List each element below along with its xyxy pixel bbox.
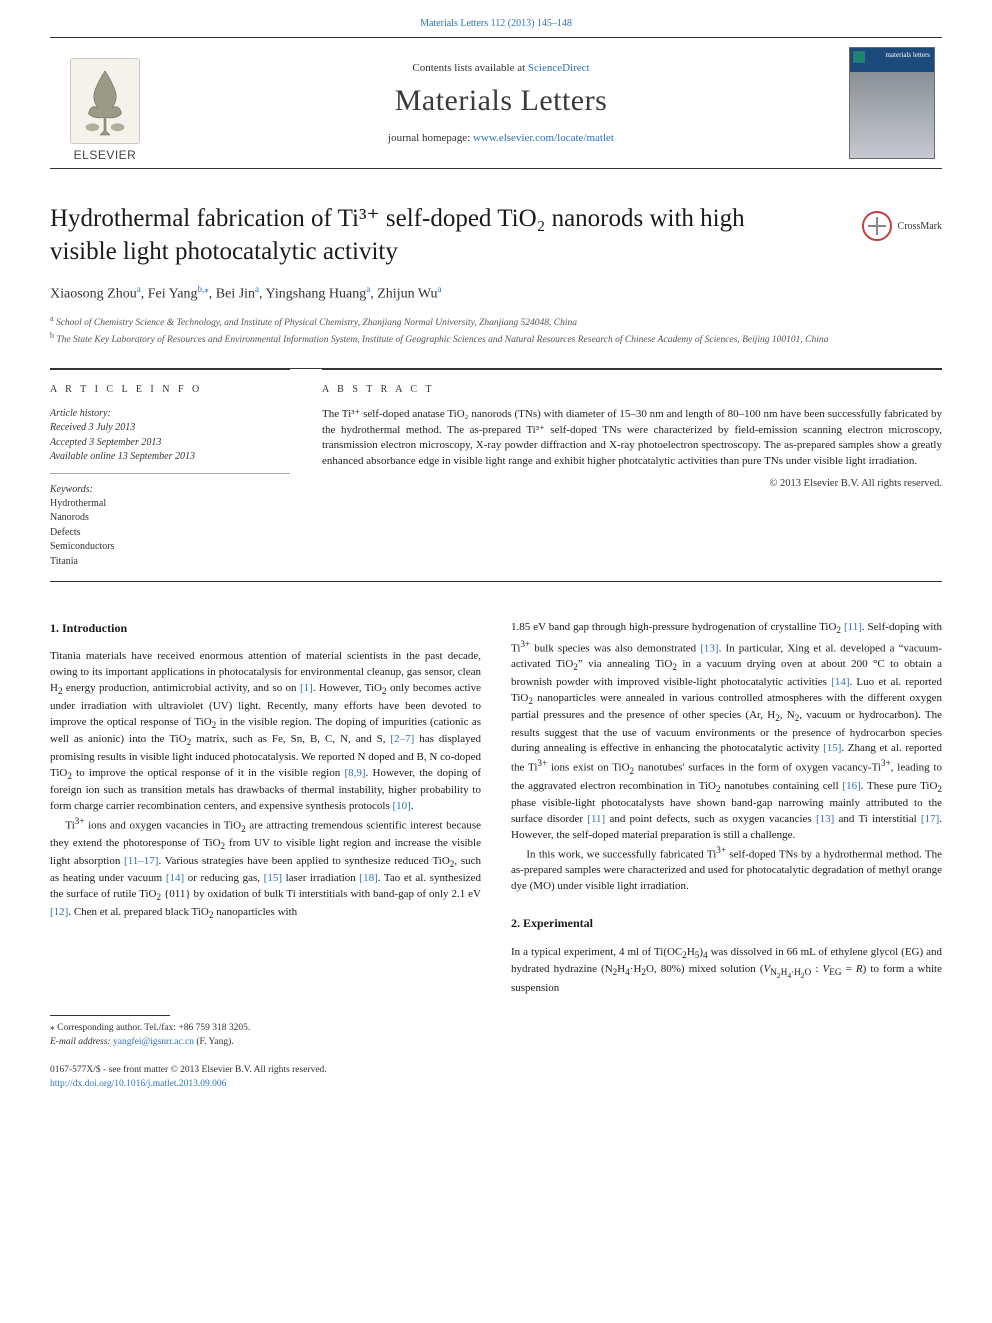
doi-link[interactable]: http://dx.doi.org/10.1016/j.matlet.2013.… [50,1078,942,1092]
author-3: Bei Jin [216,287,255,302]
contents-prefix: Contents lists available at [412,62,527,74]
title-area: CrossMark Hydrothermal fabrication of Ti… [50,203,942,268]
ref-link[interactable]: [11] [587,813,605,825]
ref-link[interactable]: [17] [921,813,939,825]
author-4: Yingshang Huang [266,287,367,302]
history-accepted: Accepted 3 September 2013 [50,436,290,451]
author-4-aff: a [366,284,370,294]
body-columns: 1. Introduction Titania materials have r… [50,620,942,997]
ref-link[interactable]: [8,9] [344,767,365,779]
ref-link[interactable]: [12] [50,906,68,918]
experimental-heading: 2. Experimental [511,915,942,932]
history-received: Received 3 July 2013 [50,421,290,436]
keyword-4: Semiconductors [50,540,290,555]
intro-para-3: 1.85 eV band gap through high-pressure h… [511,620,942,844]
publisher-logo-block: ELSEVIER [50,38,160,168]
article-title: Hydrothermal fabrication of Ti³⁺ self-do… [50,203,942,268]
journal-header-banner: ELSEVIER Contents lists available at Sci… [50,37,942,169]
author-1-aff: a [137,284,141,294]
authors-line: Xiaosong Zhoua, Fei Yangb,⁎, Bei Jina, Y… [50,284,942,303]
affiliation-b: b The State Key Laboratory of Resources … [50,330,942,347]
ref-link[interactable]: [14] [166,872,184,884]
author-5: Zhijun Wu [377,287,437,302]
history-heading: Article history: [50,407,290,422]
corresponding-star-icon: ,⁎ [202,284,209,294]
ref-link[interactable]: [15] [823,742,841,754]
author-5-aff: a [437,284,441,294]
email-paren: (F. Yang). [194,1037,234,1047]
cover-image: materials letters [849,47,935,159]
info-abstract-row: A R T I C L E I N F O Article history: R… [50,368,942,570]
affiliations: a School of Chemistry Science & Technolo… [50,313,942,348]
crossmark-icon [862,211,892,241]
keyword-1: Hydrothermal [50,497,290,512]
author-1: Xiaosong Zhou [50,287,137,302]
banner-center: Contents lists available at ScienceDirec… [160,38,842,168]
ref-link[interactable]: [15] [264,872,282,884]
homepage-url-link[interactable]: www.elsevier.com/locate/matlet [473,132,614,144]
abstract-copyright: © 2013 Elsevier B.V. All rights reserved… [322,478,942,489]
intro-para-1: Titania materials have received enormous… [50,649,481,815]
journal-cover-thumb: materials letters [842,38,942,168]
issn-block: 0167-577X/$ - see front matter © 2013 El… [50,1064,942,1092]
article-info-label: A R T I C L E I N F O [50,384,290,395]
abstract-column: A B S T R A C T The Ti³⁺ self-doped anat… [322,369,942,570]
email-link[interactable]: yangfei@igsnrr.ac.cn [113,1037,194,1047]
sciencedirect-link[interactable]: ScienceDirect [528,62,590,74]
journal-name: Materials Letters [395,84,608,118]
abstract-text: The Ti³⁺ self-doped anatase TiO₂ nanorod… [322,407,942,471]
corresponding-footnote: ⁎ Corresponding author. Tel./fax: +86 75… [50,1022,942,1036]
issn-line: 0167-577X/$ - see front matter © 2013 El… [50,1064,942,1078]
keywords-heading: Keywords: [50,484,290,495]
article-info-column: A R T I C L E I N F O Article history: R… [50,369,290,570]
elsevier-tree-icon [70,58,140,144]
contents-line: Contents lists available at ScienceDirec… [412,62,589,74]
intro-para-4: In this work, we successfully fabricated… [511,844,942,895]
ref-link[interactable]: [11–17] [124,855,158,867]
publisher-name: ELSEVIER [74,148,137,162]
crossmark-label: CrossMark [898,221,942,232]
footnotes: ⁎ Corresponding author. Tel./fax: +86 75… [50,1022,942,1050]
affiliation-a: a School of Chemistry Science & Technolo… [50,313,942,330]
affiliation-b-text: The State Key Laboratory of Resources an… [56,335,828,345]
author-3-aff: a [255,284,259,294]
affiliation-a-text: School of Chemistry Science & Technology… [56,318,577,328]
cover-title-text: materials letters [885,52,930,60]
abstract-label: A B S T R A C T [322,384,942,395]
column-right: 1.85 eV band gap through high-pressure h… [511,620,942,997]
email-footnote: E-mail address: yangfei@igsnrr.ac.cn (F.… [50,1036,942,1050]
ref-link[interactable]: [16] [842,780,860,792]
keyword-5: Titania [50,555,290,570]
ref-link[interactable]: [13] [700,642,718,654]
footnote-separator [50,1015,170,1016]
ref-link[interactable]: [18] [359,872,377,884]
keyword-3: Defects [50,526,290,541]
ref-link[interactable]: [14] [831,676,849,688]
cover-icon [853,51,865,63]
article-history: Article history: Received 3 July 2013 Ac… [50,407,290,474]
intro-para-2: Ti3+ ions and oxygen vacancies in TiO2 a… [50,815,481,922]
homepage-prefix: journal homepage: [388,132,473,144]
author-2: Fei Yang [148,287,198,302]
crossmark-badge[interactable]: CrossMark [862,211,942,241]
introduction-heading: 1. Introduction [50,620,481,637]
divider-under-info [50,581,942,582]
ref-link[interactable]: [2–7] [390,733,414,745]
ref-link[interactable]: [11] [844,621,862,633]
page-citation-link[interactable]: Materials Letters 112 (2013) 145–148 [0,0,992,37]
history-online: Available online 13 September 2013 [50,450,290,465]
email-label: E-mail address: [50,1037,113,1047]
column-left: 1. Introduction Titania materials have r… [50,620,481,997]
experimental-para-1: In a typical experiment, 4 ml of Ti(OC2H… [511,945,942,998]
keyword-2: Nanorods [50,511,290,526]
ref-link[interactable]: [10] [393,800,411,812]
homepage-line: journal homepage: www.elsevier.com/locat… [388,132,614,144]
ref-link[interactable]: [1] [300,682,313,694]
ref-link[interactable]: [13] [816,813,834,825]
